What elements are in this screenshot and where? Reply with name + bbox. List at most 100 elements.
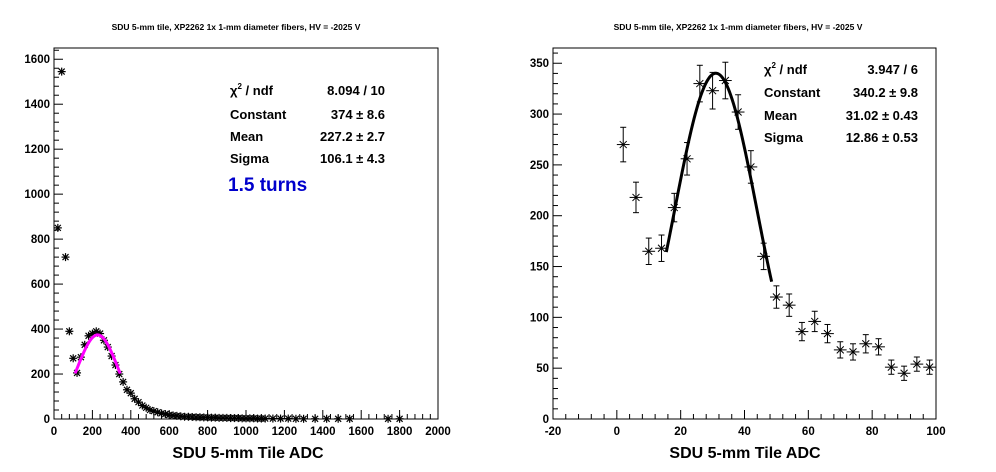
left-data-point bbox=[69, 354, 78, 363]
left-data-point bbox=[334, 414, 343, 423]
left-stat-value-mean: 227.2 ± 2.7 bbox=[320, 129, 385, 144]
left-data-point bbox=[261, 414, 270, 423]
left-data-point bbox=[61, 253, 70, 262]
left-y-tick-label: 1200 bbox=[24, 144, 50, 156]
left-chart-title: SDU 5-mm tile, XP2262 1x 1-mm diameter f… bbox=[112, 22, 361, 32]
right-data-point bbox=[706, 71, 719, 110]
left-x-tick-label: 2000 bbox=[425, 426, 451, 438]
right-y-tick-label: 50 bbox=[536, 363, 549, 375]
right-data-point bbox=[770, 285, 783, 309]
right-data-point bbox=[616, 126, 630, 163]
left-data-point bbox=[119, 377, 128, 386]
right-plot-frame bbox=[552, 47, 937, 420]
right-data-point bbox=[782, 293, 796, 317]
left-stat-value-constant: 374 ± 8.6 bbox=[331, 107, 385, 122]
left-stat-label-constant: Constant bbox=[230, 107, 287, 122]
left-plot-frame bbox=[53, 47, 439, 420]
left-y-tick-label: 1400 bbox=[24, 99, 50, 111]
left-data-point bbox=[311, 414, 320, 423]
right-data-point bbox=[897, 365, 911, 381]
right-stats-box: χ2 / ndf 3.947 / 6 Constant 340.2 ± 9.8 … bbox=[764, 61, 918, 145]
left-x-tick-label: 1600 bbox=[348, 426, 374, 438]
right-stat-label-chi2: χ2 / ndf bbox=[764, 61, 808, 77]
right-x-tick-label: 20 bbox=[674, 426, 687, 438]
right-x-tick-label: 0 bbox=[614, 426, 620, 438]
left-y-tick-label: 400 bbox=[31, 324, 50, 336]
left-data-point bbox=[395, 414, 404, 423]
left-data-point bbox=[57, 67, 66, 76]
left-x-tick-label: 800 bbox=[198, 426, 217, 438]
right-data-point bbox=[910, 356, 924, 372]
right-data-point bbox=[629, 181, 643, 214]
left-data-point bbox=[65, 327, 74, 336]
left-x-tick-label: 1800 bbox=[387, 426, 413, 438]
left-y-tick-label: 1600 bbox=[24, 54, 50, 66]
right-data-point bbox=[833, 341, 847, 359]
right-data-point bbox=[872, 338, 885, 356]
right-y-tick-label: 150 bbox=[530, 262, 549, 274]
left-y-tick-label: 800 bbox=[31, 234, 50, 246]
left-stat-value-sigma: 106.1 ± 4.3 bbox=[320, 151, 385, 166]
right-panel: SDU 5-mm tile, XP2262 1x 1-mm diameter f… bbox=[530, 22, 946, 462]
right-stat-label-mean: Mean bbox=[764, 108, 797, 123]
right-fit-curve bbox=[664, 71, 774, 283]
left-panel: SDU 5-mm tile, XP2262 1x 1-mm diameter f… bbox=[24, 22, 450, 462]
right-x-tick-label: -20 bbox=[545, 426, 562, 438]
right-y-tick-label: 100 bbox=[530, 312, 549, 324]
left-x-tick-label: 1400 bbox=[310, 426, 336, 438]
left-stat-label-chi2: χ2 / ndf bbox=[230, 82, 274, 98]
left-y-tick-label: 200 bbox=[31, 369, 50, 381]
left-x-tick-label: 1200 bbox=[272, 426, 298, 438]
left-data-point bbox=[276, 414, 285, 423]
left-y-tick-label: 600 bbox=[31, 279, 50, 291]
left-data-point bbox=[126, 389, 135, 398]
left-x-tick-label: 400 bbox=[121, 426, 140, 438]
right-x-tick-label: 80 bbox=[866, 426, 879, 438]
right-data-point bbox=[859, 334, 873, 354]
right-y-tick-label: 300 bbox=[530, 109, 549, 121]
left-data-point bbox=[384, 414, 393, 423]
right-stat-value-mean: 31.02 ± 0.43 bbox=[846, 108, 918, 123]
left-stat-value-chi2: 8.094 / 10 bbox=[327, 83, 385, 98]
left-y-tick-label: 1000 bbox=[24, 189, 50, 201]
left-stat-label-sigma: Sigma bbox=[230, 151, 270, 166]
right-y-tick-label: 0 bbox=[543, 414, 549, 426]
left-stats-box: χ2 / ndf 8.094 / 10 Constant 374 ± 8.6 M… bbox=[230, 82, 385, 166]
right-data-point bbox=[642, 237, 656, 266]
left-data-point bbox=[322, 414, 331, 423]
right-data-point bbox=[923, 359, 936, 375]
right-x-tick-label: 60 bbox=[802, 426, 815, 438]
left-y-tick-label: 0 bbox=[44, 414, 50, 426]
left-x-tick-label: 600 bbox=[160, 426, 179, 438]
left-data-point bbox=[53, 223, 62, 232]
left-data-point bbox=[268, 414, 277, 423]
right-data-point bbox=[821, 323, 834, 344]
right-x-tick-label: 40 bbox=[738, 426, 751, 438]
right-y-tick-label: 250 bbox=[530, 160, 549, 172]
right-stat-value-constant: 340.2 ± 9.8 bbox=[853, 85, 918, 100]
right-stat-value-chi2: 3.947 / 6 bbox=[867, 62, 918, 77]
left-stat-label-mean: Mean bbox=[230, 129, 263, 144]
right-y-tick-label: 200 bbox=[530, 211, 549, 223]
left-data-point bbox=[291, 414, 300, 423]
right-y-tick-label: 350 bbox=[530, 58, 549, 70]
right-x-axis-label: SDU 5-mm Tile ADC bbox=[669, 445, 821, 462]
right-data-point bbox=[808, 310, 822, 333]
right-chart-title: SDU 5-mm tile, XP2262 1x 1-mm diameter f… bbox=[614, 22, 863, 32]
left-data-point bbox=[134, 398, 143, 407]
left-x-axis-label: SDU 5-mm Tile ADC bbox=[172, 445, 324, 462]
right-stat-label-sigma: Sigma bbox=[764, 130, 804, 145]
left-fit-curve bbox=[73, 333, 122, 375]
right-x-tick-label: 100 bbox=[926, 426, 945, 438]
left-x-tick-label: 0 bbox=[51, 426, 57, 438]
right-data-point bbox=[884, 359, 898, 375]
left-data-point bbox=[299, 414, 308, 423]
left-data-point bbox=[115, 370, 124, 379]
left-x-tick-label: 200 bbox=[83, 426, 102, 438]
left-x-tick-label: 1000 bbox=[233, 426, 259, 438]
right-stat-value-sigma: 12.86 ± 0.53 bbox=[846, 130, 918, 145]
left-data-point bbox=[284, 414, 293, 423]
left-data-points bbox=[53, 67, 404, 423]
